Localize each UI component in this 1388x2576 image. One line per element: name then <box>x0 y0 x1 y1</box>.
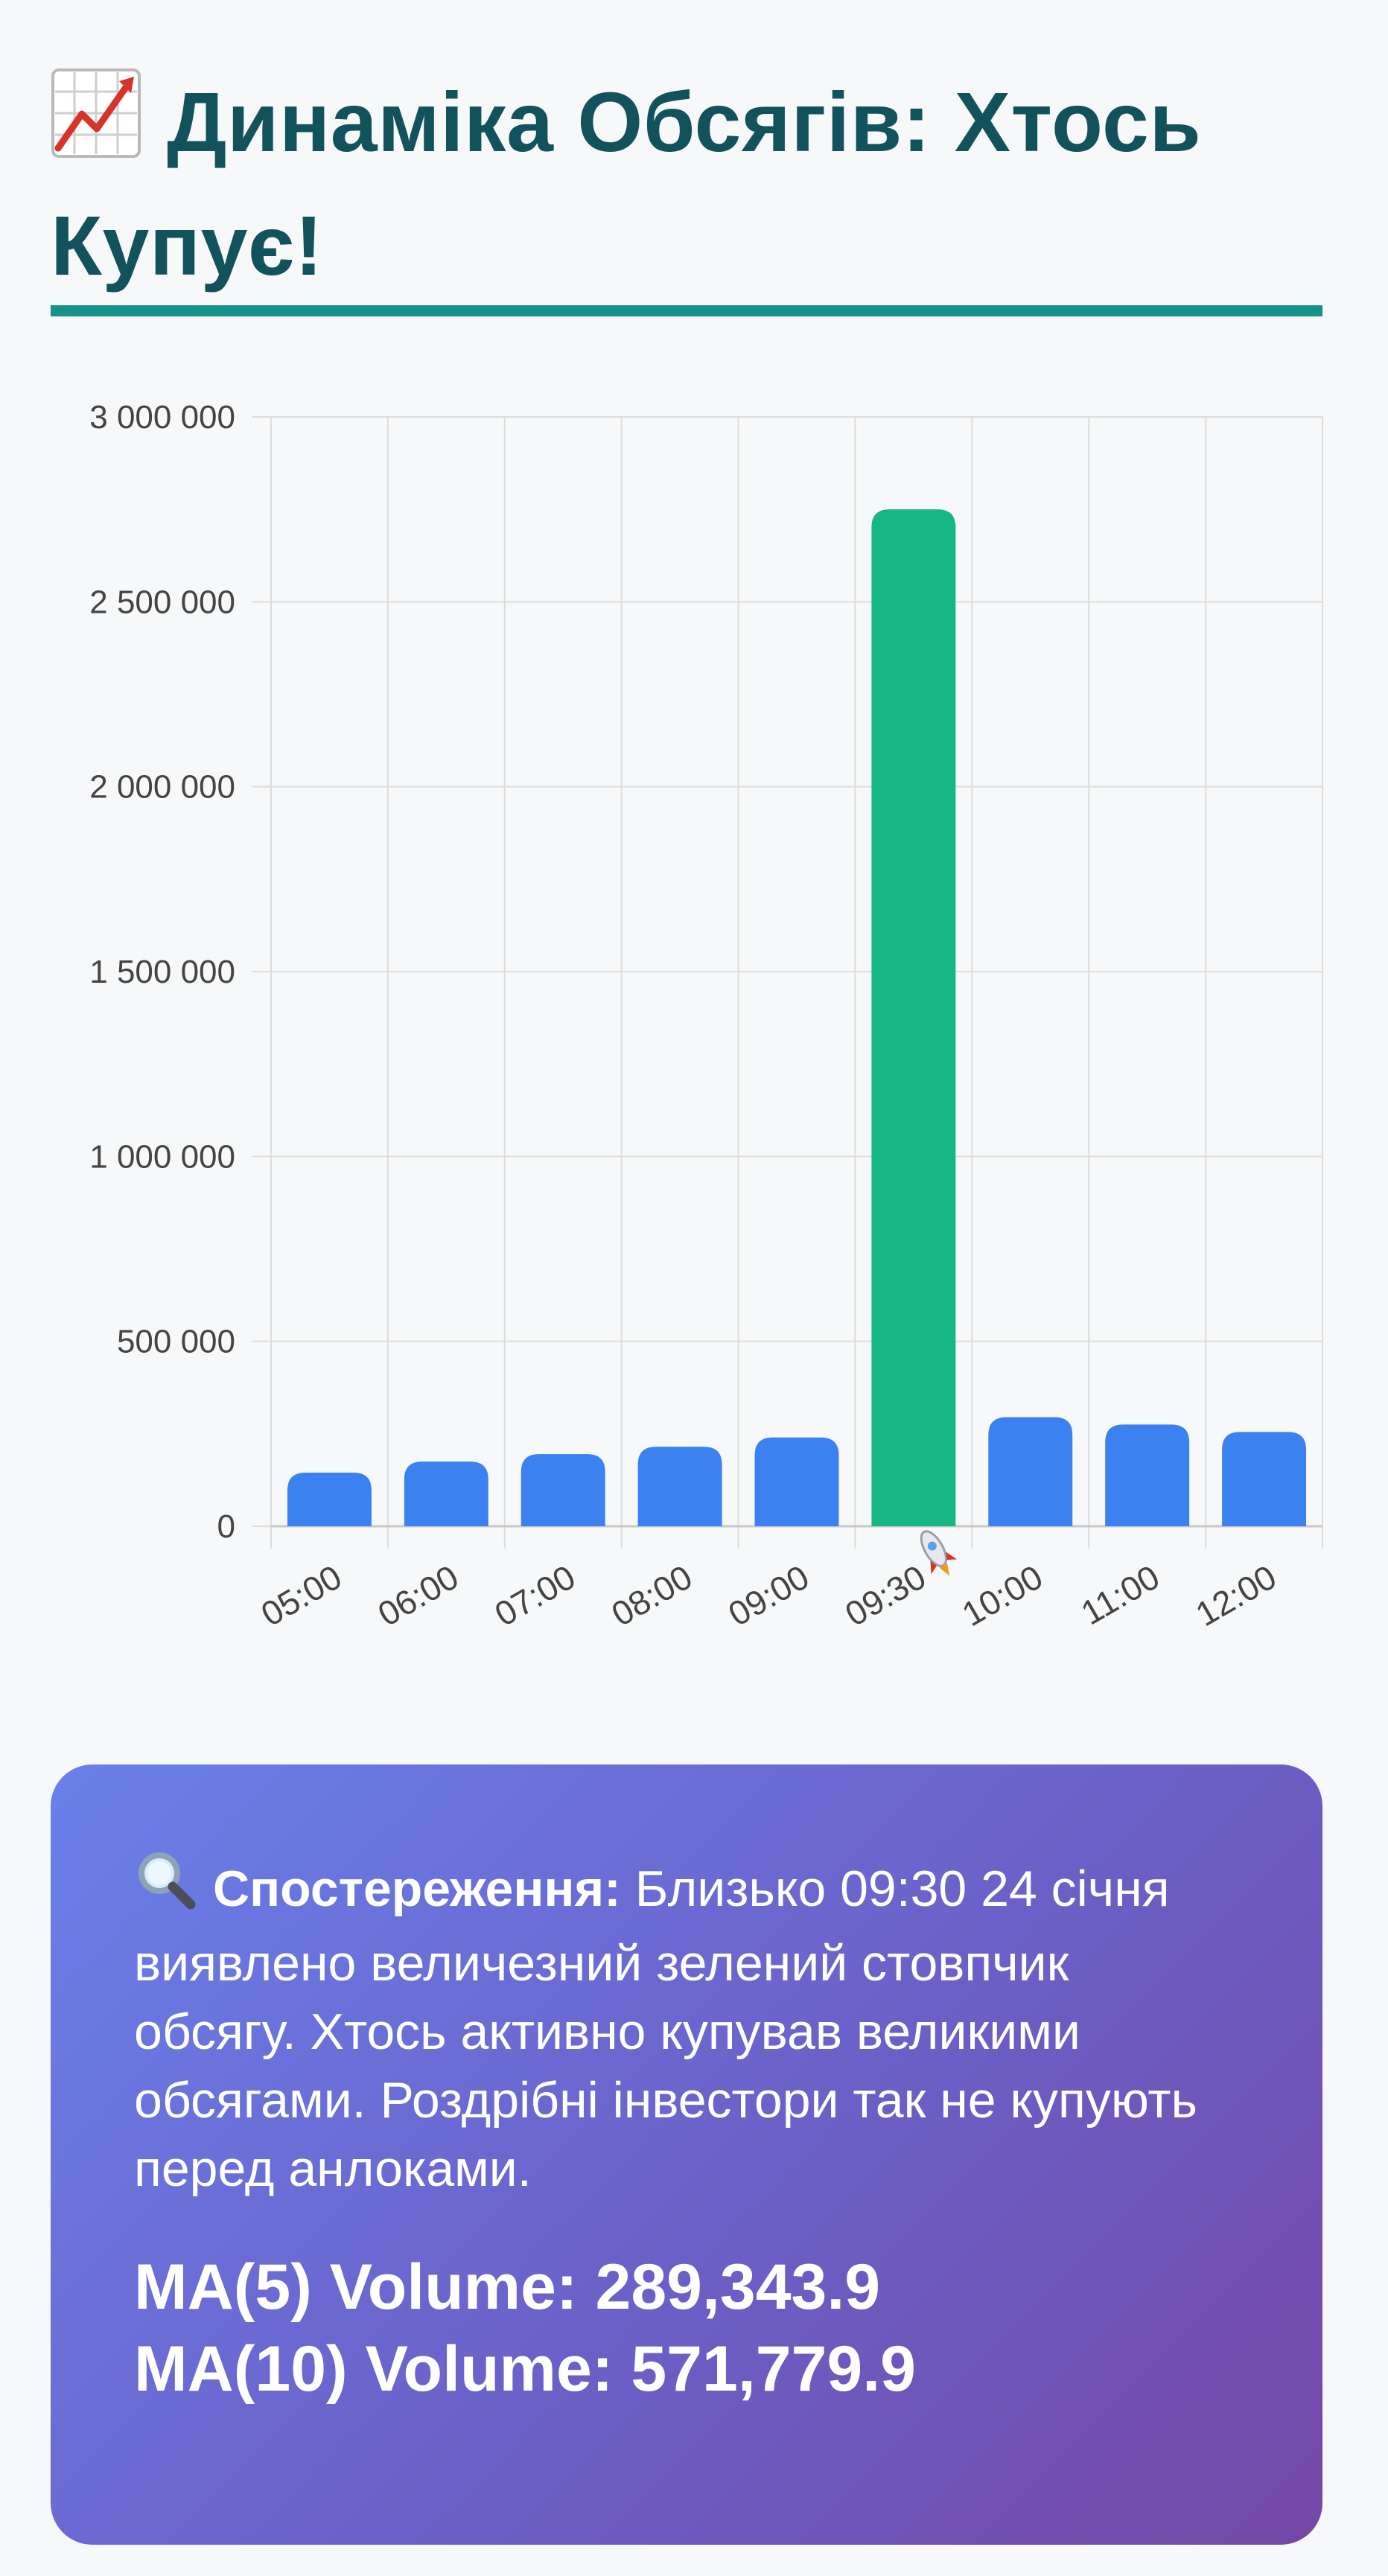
chart-grid <box>252 416 1323 1549</box>
volume-bar-chart: 0 500 000 1 000 000 1 500 000 2 000 000 2 500… <box>89 399 1323 1634</box>
x-tick-label: 05:00 <box>255 1558 348 1634</box>
bar-1100 <box>1105 1424 1190 1526</box>
y-tick-label: 2 000 000 <box>89 769 235 806</box>
bar-0600 <box>404 1461 488 1526</box>
title-underline <box>51 305 1322 316</box>
observation-lead: Спостереження: <box>213 1861 621 1917</box>
observation-text: Близько 09:30 24 січня виявлено величезн… <box>134 1861 1197 2197</box>
x-tick-label-group: 11:00 <box>1075 1558 1166 1633</box>
chart-increasing-icon <box>51 68 141 188</box>
y-tick-label: 1 000 000 <box>89 1138 235 1175</box>
y-tick-label: 1 500 000 <box>89 954 235 990</box>
observation-paragraph: Спостереження: Близько 09:30 24 січня ви… <box>134 1848 1239 2203</box>
x-tick-label: 11:00 <box>1075 1558 1166 1633</box>
bar-0930 <box>871 509 956 1526</box>
y-tick-label: 500 000 <box>117 1324 235 1360</box>
y-tick-label: 3 000 000 <box>89 399 235 436</box>
magnifier-icon <box>134 1848 198 1929</box>
chart-bars <box>287 509 1307 1526</box>
ma10-volume: MA(10) Volume: 571,779.9 <box>134 2333 916 2405</box>
x-tick-label: 06:00 <box>372 1558 465 1634</box>
moving-averages: MA(5) Volume: 289,343.9 MA(10) Volume: 5… <box>134 2246 1239 2410</box>
x-tick-label-group: 08:00 <box>605 1558 698 1634</box>
rocket-fin-left <box>930 1560 937 1575</box>
rocket-fin-right <box>946 1552 958 1560</box>
x-tick-label: 09:30 <box>838 1558 932 1634</box>
bar-0500 <box>287 1472 372 1526</box>
bar-0900 <box>754 1437 839 1526</box>
x-tick-label-group: 12:00 <box>1189 1558 1283 1634</box>
rocket-icon <box>920 1530 958 1576</box>
title-line-2: Купує! <box>51 199 323 293</box>
y-axis-ticks: 0 500 000 1 000 000 1 500 000 2 000 000 2 500… <box>89 399 235 1545</box>
x-tick-label-group: 09:30 <box>838 1530 958 1634</box>
bar-1200 <box>1222 1432 1307 1526</box>
x-axis-labels: 05:00 06:00 07:00 08:00 09:00 09:30 10:00 11:00… <box>255 1530 1283 1634</box>
x-tick-label-group: 10:00 <box>955 1558 1049 1634</box>
bar-1000 <box>988 1417 1073 1526</box>
x-tick-label: 09:00 <box>722 1558 815 1634</box>
x-tick-label-group: 05:00 <box>255 1558 348 1634</box>
x-tick-label: 12:00 <box>1189 1558 1283 1634</box>
y-tick-label: 2 500 000 <box>89 584 235 620</box>
y-tick-label: 0 <box>217 1508 235 1545</box>
title-line-1: Динаміка Обсягів: Хтось <box>167 75 1202 169</box>
x-tick-label-group: 06:00 <box>372 1558 465 1634</box>
x-tick-label: 10:00 <box>955 1558 1049 1634</box>
x-tick-label-group: 07:00 <box>488 1558 582 1634</box>
x-tick-label-group: 09:00 <box>722 1558 815 1634</box>
rocket-flame <box>939 1563 949 1576</box>
rocket-window <box>927 1541 937 1551</box>
bar-0800 <box>637 1447 722 1526</box>
observation-card: Спостереження: Близько 09:30 24 січня ви… <box>51 1764 1322 2545</box>
x-tick-label: 07:00 <box>488 1558 582 1634</box>
page-title: Динаміка Обсягів: Хтось Купує! <box>51 64 1331 304</box>
x-tick-label: 08:00 <box>605 1558 698 1634</box>
bar-0700 <box>520 1454 605 1526</box>
ma5-volume: MA(5) Volume: 289,343.9 <box>134 2251 881 2323</box>
